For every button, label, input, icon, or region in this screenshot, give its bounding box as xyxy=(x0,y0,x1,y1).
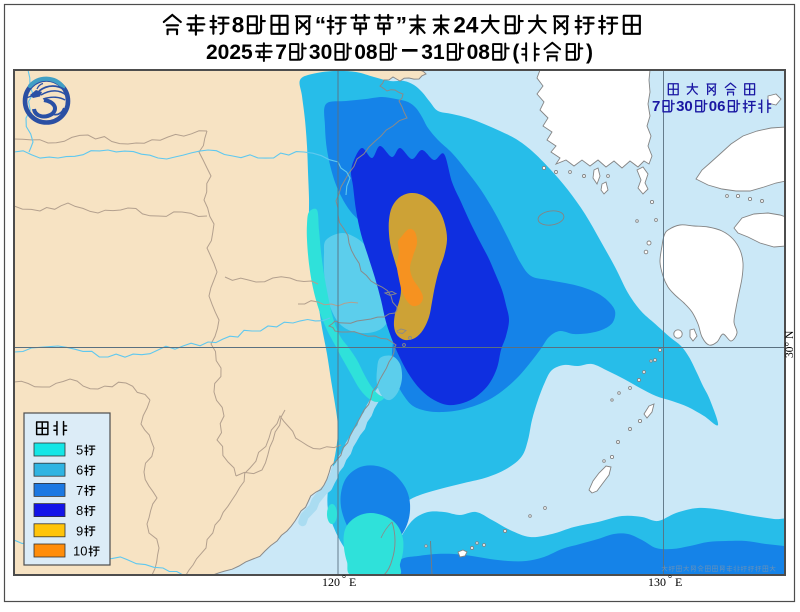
svg-text:8: 8 xyxy=(232,13,245,38)
svg-text:06: 06 xyxy=(709,98,726,115)
svg-text:(: ( xyxy=(512,41,519,64)
svg-text:120: 120 xyxy=(322,575,340,589)
svg-text:6: 6 xyxy=(76,463,83,478)
svg-text:9: 9 xyxy=(76,523,83,538)
svg-text:E: E xyxy=(349,575,356,589)
svg-text:5: 5 xyxy=(76,443,83,458)
svg-text:8: 8 xyxy=(76,503,83,518)
svg-text:°: ° xyxy=(342,574,346,585)
svg-text:31: 31 xyxy=(421,41,445,64)
svg-text:°: ° xyxy=(668,574,672,585)
svg-text:08: 08 xyxy=(467,41,491,64)
svg-text:24: 24 xyxy=(453,13,479,38)
svg-text:08: 08 xyxy=(354,41,378,64)
svg-text:E: E xyxy=(675,575,682,589)
svg-text:): ) xyxy=(586,41,593,64)
svg-text:”: ” xyxy=(396,13,407,38)
svg-text:30: 30 xyxy=(309,41,332,64)
svg-text:2025: 2025 xyxy=(206,41,253,64)
svg-text:7: 7 xyxy=(76,483,83,498)
svg-text:30: 30 xyxy=(676,98,693,115)
svg-text:7: 7 xyxy=(275,41,287,64)
svg-text:7: 7 xyxy=(652,98,660,115)
svg-text:10: 10 xyxy=(73,544,87,559)
svg-text:130: 130 xyxy=(648,575,666,589)
svg-text:30° N: 30° N xyxy=(784,330,796,358)
svg-text:“: “ xyxy=(315,13,326,38)
